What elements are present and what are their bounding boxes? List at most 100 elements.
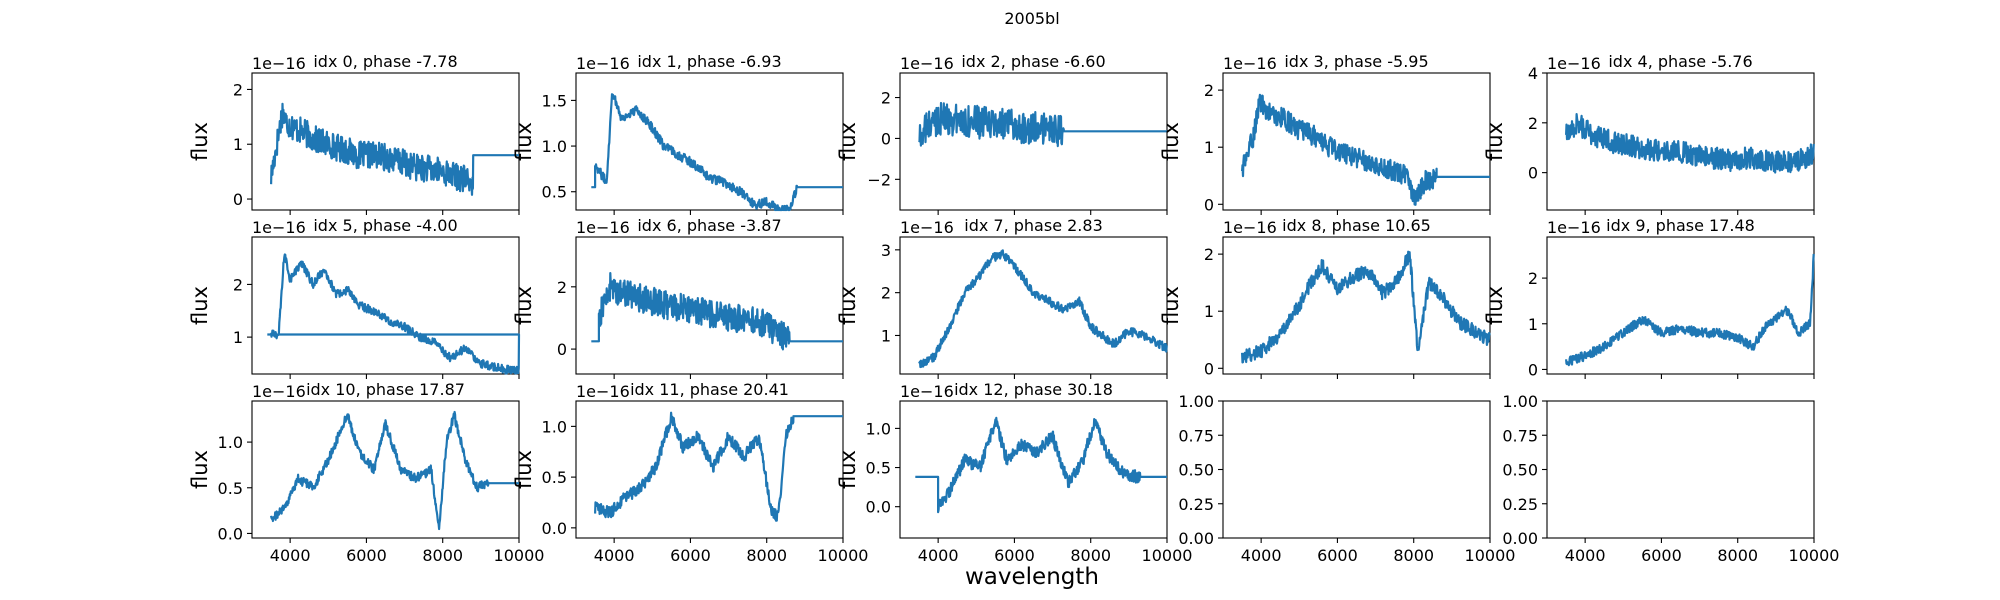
offset-label: 1e−16 bbox=[252, 54, 306, 73]
axes-frame bbox=[1546, 400, 1815, 539]
spectrum-line bbox=[915, 416, 1167, 514]
y-axis-label: flux bbox=[1483, 122, 1507, 161]
panel-title: idx 11, phase 20.41 bbox=[630, 380, 789, 399]
x-tick-label: 8000 bbox=[1393, 546, 1434, 565]
panel: 0.00 0.25 0.50 0.75 1.00 4000 6000 8000 10000 bbox=[1502, 392, 1839, 565]
offset-label: 1e−16 bbox=[1547, 218, 1601, 237]
axes-frame bbox=[251, 236, 520, 375]
y-tick-label: 0.25 bbox=[1178, 495, 1214, 514]
panel: 1 2 3 idx 7, phase 2.83 1e−16 flux bbox=[836, 216, 1168, 379]
y-axis-label: flux bbox=[1159, 122, 1183, 161]
spectrum-line bbox=[1241, 250, 1491, 364]
panel: 0.5 1.0 1.5 idx 1, phase -6.93 1e−16 flux bbox=[512, 52, 844, 215]
y-tick-label: 1 bbox=[233, 328, 243, 347]
y-tick-label: 0.00 bbox=[1502, 529, 1538, 548]
panel: 0.0 0.5 1.0 4000 6000 8000 10000 idx 10, phase … bbox=[188, 380, 544, 565]
y-tick-label: 0 bbox=[881, 129, 891, 148]
y-tick-label: 1 bbox=[1528, 315, 1538, 334]
y-tick-label: 0 bbox=[557, 340, 567, 359]
y-tick-label: 0.75 bbox=[1502, 426, 1538, 445]
y-axis-label: flux bbox=[512, 286, 536, 325]
y-axis-label: flux bbox=[512, 122, 536, 161]
y-tick-label: 0 bbox=[1528, 360, 1538, 379]
y-tick-label: 0.5 bbox=[542, 183, 567, 202]
y-tick-label: −2 bbox=[867, 170, 891, 189]
y-axis-label: flux bbox=[188, 122, 212, 161]
spectrum-line bbox=[591, 93, 843, 212]
offset-label: 1e−16 bbox=[576, 382, 630, 401]
panel: 0 1 2 idx 9, phase 17.48 1e−16 flux bbox=[1483, 216, 1815, 379]
y-tick-label: 2 bbox=[1204, 245, 1214, 264]
spectrum-line bbox=[918, 101, 1167, 148]
y-tick-label: 2 bbox=[233, 80, 243, 99]
x-tick-label: 8000 bbox=[1070, 546, 1111, 565]
y-tick-label: 1.0 bbox=[218, 433, 243, 452]
spectrum-line bbox=[1565, 113, 1815, 174]
spectrum-line bbox=[591, 272, 843, 351]
panel-title: idx 3, phase -5.95 bbox=[1284, 52, 1428, 71]
x-axis-label: wavelength bbox=[965, 564, 1099, 590]
offset-label: 1e−16 bbox=[900, 54, 954, 73]
y-tick-label: 0.75 bbox=[1178, 426, 1214, 445]
offset-label: 1e−16 bbox=[252, 382, 306, 401]
y-tick-label: 1.00 bbox=[1502, 392, 1538, 411]
x-tick-label: 6000 bbox=[1317, 546, 1358, 565]
spectrum-line bbox=[267, 253, 521, 375]
spectrum-line bbox=[270, 410, 519, 531]
y-tick-label: 2 bbox=[233, 275, 243, 294]
y-tick-label: 1.00 bbox=[1178, 392, 1214, 411]
panel-title: idx 5, phase -4.00 bbox=[313, 216, 457, 235]
panel-title: idx 8, phase 10.65 bbox=[1282, 216, 1431, 235]
offset-label: 1e−16 bbox=[576, 54, 630, 73]
y-tick-label: 0.50 bbox=[1178, 461, 1214, 480]
offset-label: 1e−16 bbox=[900, 218, 954, 237]
axes-frame bbox=[1222, 72, 1491, 211]
y-tick-label: 2 bbox=[881, 284, 891, 303]
x-tick-label: 8000 bbox=[746, 546, 787, 565]
x-tick-label: 4000 bbox=[1565, 546, 1606, 565]
y-tick-label: 0.5 bbox=[542, 468, 567, 487]
panel-grid: 0 1 2 idx 0, phase -7.78 1e−16 flux 0.5 1.0 1.5 i… bbox=[188, 52, 1839, 565]
spectrum-line bbox=[918, 249, 1168, 369]
spectrum-line bbox=[270, 102, 519, 196]
y-tick-label: 1 bbox=[881, 326, 891, 345]
y-tick-label: 2 bbox=[557, 278, 567, 297]
y-axis-label: flux bbox=[836, 450, 860, 489]
y-tick-label: 2 bbox=[881, 89, 891, 108]
x-tick-label: 10000 bbox=[1465, 546, 1516, 565]
y-tick-label: 1.0 bbox=[866, 419, 891, 438]
y-tick-label: 0 bbox=[1204, 359, 1214, 378]
axes-frame bbox=[1546, 72, 1815, 211]
spectrum-line bbox=[1241, 93, 1490, 206]
x-tick-label: 6000 bbox=[1641, 546, 1682, 565]
y-tick-label: 0.0 bbox=[218, 524, 243, 543]
y-tick-label: 1 bbox=[1204, 138, 1214, 157]
y-axis-label: flux bbox=[188, 450, 212, 489]
panel-title: idx 4, phase -5.76 bbox=[1608, 52, 1752, 71]
panel: 0 2 4 idx 4, phase -5.76 1e−16 flux bbox=[1483, 52, 1815, 215]
panel: 0.0 0.5 1.0 4000 6000 8000 10000 idx 12, phase … bbox=[836, 380, 1192, 565]
panel-title: idx 0, phase -7.78 bbox=[313, 52, 457, 71]
offset-label: 1e−16 bbox=[1547, 54, 1601, 73]
axes-frame bbox=[899, 236, 1168, 375]
panel-title: idx 12, phase 30.18 bbox=[954, 380, 1113, 399]
x-tick-label: 6000 bbox=[670, 546, 711, 565]
panel-title: idx 1, phase -6.93 bbox=[637, 52, 781, 71]
x-tick-label: 4000 bbox=[270, 546, 311, 565]
y-tick-label: 0.0 bbox=[542, 519, 567, 538]
y-tick-label: 0 bbox=[233, 190, 243, 209]
panel-title: idx 6, phase -3.87 bbox=[637, 216, 781, 235]
x-tick-label: 6000 bbox=[346, 546, 387, 565]
offset-label: 1e−16 bbox=[1223, 218, 1277, 237]
y-tick-label: 0.5 bbox=[866, 459, 891, 478]
offset-label: 1e−16 bbox=[576, 218, 630, 237]
y-axis-label: flux bbox=[188, 286, 212, 325]
x-tick-label: 10000 bbox=[818, 546, 869, 565]
y-tick-label: 2 bbox=[1204, 81, 1214, 100]
y-axis-label: flux bbox=[512, 450, 536, 489]
axes-frame bbox=[1222, 400, 1491, 539]
panel: −2 0 2 idx 2, phase -6.60 1e−16 flux bbox=[836, 52, 1168, 215]
x-tick-label: 4000 bbox=[918, 546, 959, 565]
x-tick-label: 10000 bbox=[494, 546, 545, 565]
axes-frame bbox=[575, 400, 844, 539]
